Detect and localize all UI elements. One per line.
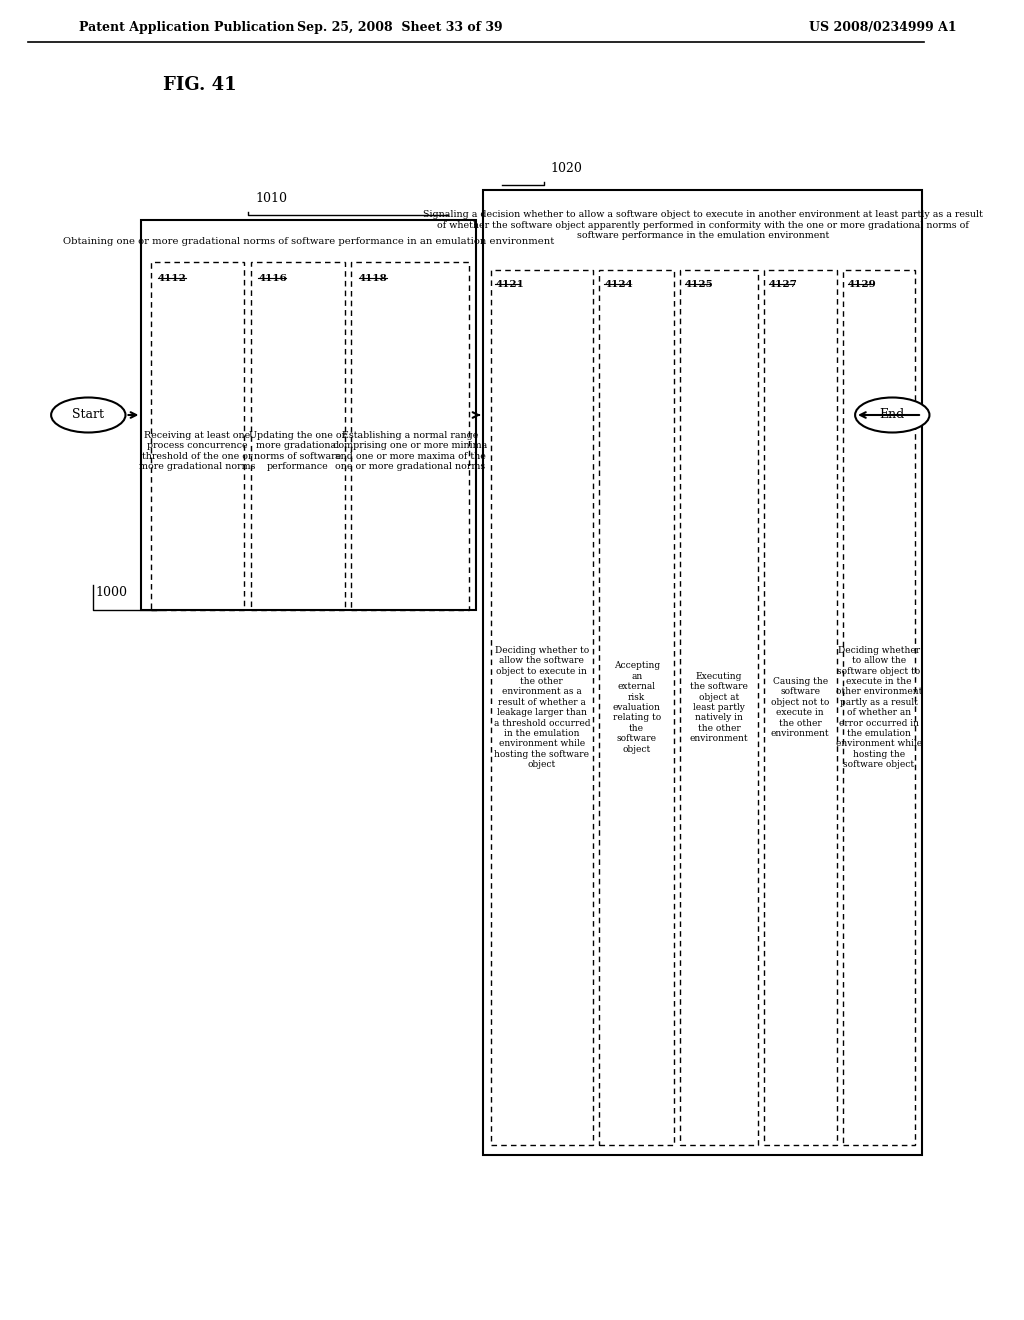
Text: 1020: 1020 (550, 162, 582, 176)
Text: Causing the
software
object not to
execute in
the other
environment: Causing the software object not to execu… (771, 677, 829, 738)
Text: 4124: 4124 (604, 280, 633, 289)
Text: Deciding whether
to allow the
software object to
execute in the
other environmen: Deciding whether to allow the software o… (836, 645, 922, 770)
Bar (351, 261, 469, 610)
Text: Obtaining one or more gradational norms of software performance in an emulation : Obtaining one or more gradational norms … (62, 238, 554, 247)
Text: Start: Start (73, 408, 104, 421)
Ellipse shape (51, 397, 126, 433)
Text: 4121: 4121 (496, 280, 524, 289)
Text: Accepting
an
external
risk
evaluation
relating to
the
software
object: Accepting an external risk evaluation re… (612, 661, 660, 754)
Text: Patent Application Publication: Patent Application Publication (79, 21, 295, 33)
Text: US 2008/0234999 A1: US 2008/0234999 A1 (809, 21, 956, 33)
Text: FIG. 41: FIG. 41 (163, 77, 237, 94)
Bar (680, 271, 758, 1144)
Text: 4127: 4127 (769, 280, 798, 289)
Text: Updating the one or
more gradational
norms of software
performance: Updating the one or more gradational nor… (249, 430, 346, 471)
Text: 4112: 4112 (158, 275, 187, 282)
Text: 4118: 4118 (358, 275, 387, 282)
Bar (483, 190, 922, 1155)
Bar (151, 261, 245, 610)
Text: Executing
the software
object at
least partly
natively in
the other
environment: Executing the software object at least p… (689, 672, 749, 743)
Bar (251, 261, 345, 610)
Text: 4116: 4116 (258, 275, 288, 282)
Text: 4129: 4129 (848, 280, 877, 289)
Text: Deciding whether to
allow the software
object to execute in
the other
environmen: Deciding whether to allow the software o… (494, 645, 590, 770)
Text: Receiving at least one
process concurrence
threshold of the one or
more gradatio: Receiving at least one process concurren… (139, 430, 256, 471)
Text: 1000: 1000 (95, 586, 128, 598)
Bar (141, 220, 476, 610)
Text: Sep. 25, 2008  Sheet 33 of 39: Sep. 25, 2008 Sheet 33 of 39 (297, 21, 503, 33)
Text: End: End (880, 408, 905, 421)
Bar (490, 271, 593, 1144)
Bar (764, 271, 837, 1144)
Ellipse shape (855, 397, 930, 433)
Text: 1010: 1010 (256, 191, 288, 205)
Text: Signaling a decision whether to allow a software object to execute in another en: Signaling a decision whether to allow a … (423, 210, 983, 240)
Bar (599, 271, 674, 1144)
Text: 4125: 4125 (685, 280, 714, 289)
Text: Establishing a normal range
comprising one or more minima
and one or more maxima: Establishing a normal range comprising o… (333, 430, 487, 471)
Bar (843, 271, 914, 1144)
